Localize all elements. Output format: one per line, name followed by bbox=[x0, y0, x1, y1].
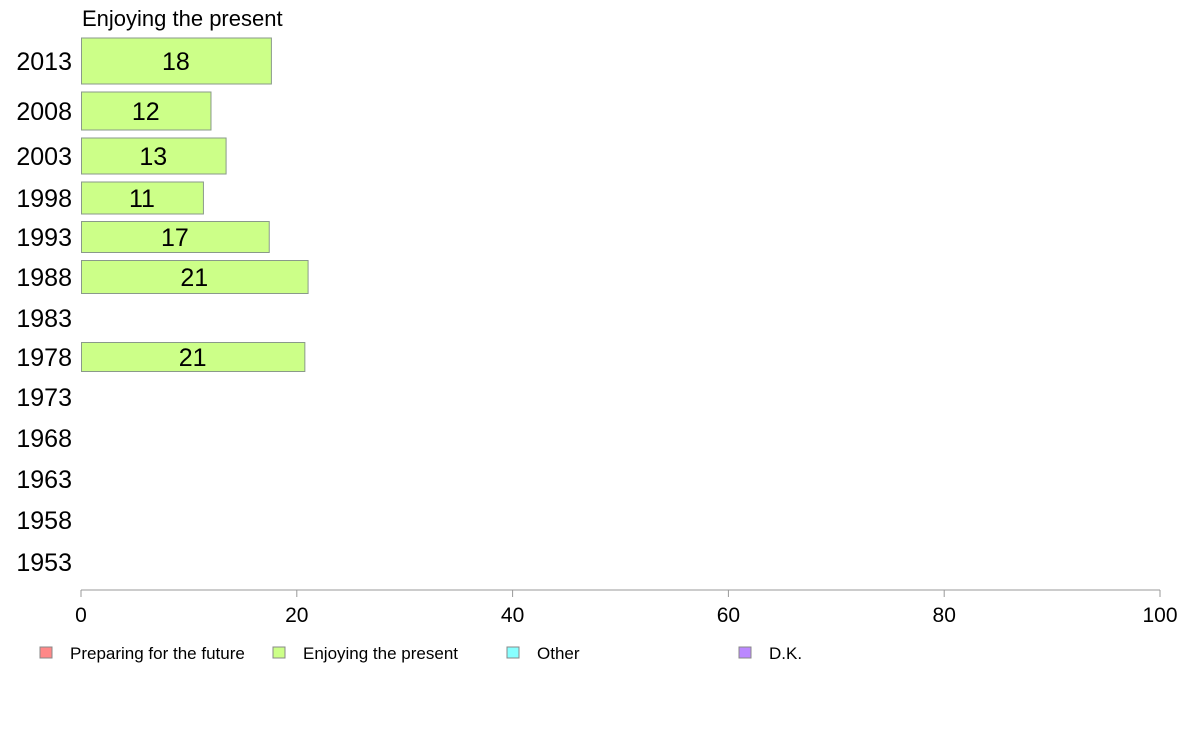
bar-value-label: 21 bbox=[179, 344, 207, 372]
bar bbox=[81, 260, 309, 294]
y-tick-label: 1968 bbox=[16, 425, 72, 453]
panel-title: Enjoying the present bbox=[82, 6, 283, 31]
x-tick-label: 0 bbox=[75, 604, 87, 627]
legend-label: Other bbox=[537, 644, 580, 663]
y-axis-labels: 2013 2008 2003 1998 1993 1988 1983 1978 1973 1968… bbox=[16, 48, 72, 577]
bar bbox=[81, 181, 204, 215]
x-tick-label: 80 bbox=[933, 604, 956, 627]
y-tick-label: 1998 bbox=[16, 185, 72, 213]
bar-value-label: 11 bbox=[129, 185, 155, 213]
y-tick-label: 1983 bbox=[16, 305, 72, 333]
bar bbox=[81, 91, 212, 131]
y-tick-label: 1973 bbox=[16, 384, 72, 412]
y-tick-label: 1953 bbox=[16, 549, 72, 577]
bar bbox=[81, 342, 306, 372]
bars bbox=[81, 37, 309, 372]
y-tick-label: 1963 bbox=[16, 466, 72, 494]
y-tick-label: 2013 bbox=[16, 48, 72, 76]
bar-value-label: 13 bbox=[139, 143, 167, 171]
legend: Preparing for the future Enjoying the pre… bbox=[39, 644, 802, 663]
bar-value-label: 12 bbox=[132, 98, 160, 126]
legend-label: Preparing for the future bbox=[70, 644, 245, 663]
y-tick-label: 1958 bbox=[16, 507, 72, 535]
legend-label: Enjoying the present bbox=[303, 644, 458, 663]
bar bbox=[81, 221, 270, 253]
x-tick-label: 20 bbox=[285, 604, 308, 627]
legend-swatch bbox=[272, 646, 286, 659]
x-axis-ticks: 0 20 40 60 80 100 bbox=[75, 590, 1178, 627]
bar-value-label: 17 bbox=[161, 224, 189, 252]
bar bbox=[81, 137, 227, 175]
legend-label: D.K. bbox=[769, 644, 802, 663]
y-tick-label: 2008 bbox=[16, 98, 72, 126]
legend-swatch bbox=[39, 646, 53, 659]
y-tick-label: 1978 bbox=[16, 344, 72, 372]
y-tick-label: 2003 bbox=[16, 143, 72, 171]
bar-value-label: 21 bbox=[180, 264, 208, 292]
x-tick-label: 60 bbox=[717, 604, 740, 627]
legend-swatch bbox=[738, 646, 752, 659]
x-tick-label: 100 bbox=[1142, 604, 1177, 627]
x-tick-label: 40 bbox=[501, 604, 524, 627]
bar bbox=[81, 37, 272, 85]
y-tick-label: 1993 bbox=[16, 224, 72, 252]
y-tick-label: 1988 bbox=[16, 264, 72, 292]
legend-swatch bbox=[506, 646, 520, 659]
bar-value-label: 18 bbox=[162, 48, 190, 76]
